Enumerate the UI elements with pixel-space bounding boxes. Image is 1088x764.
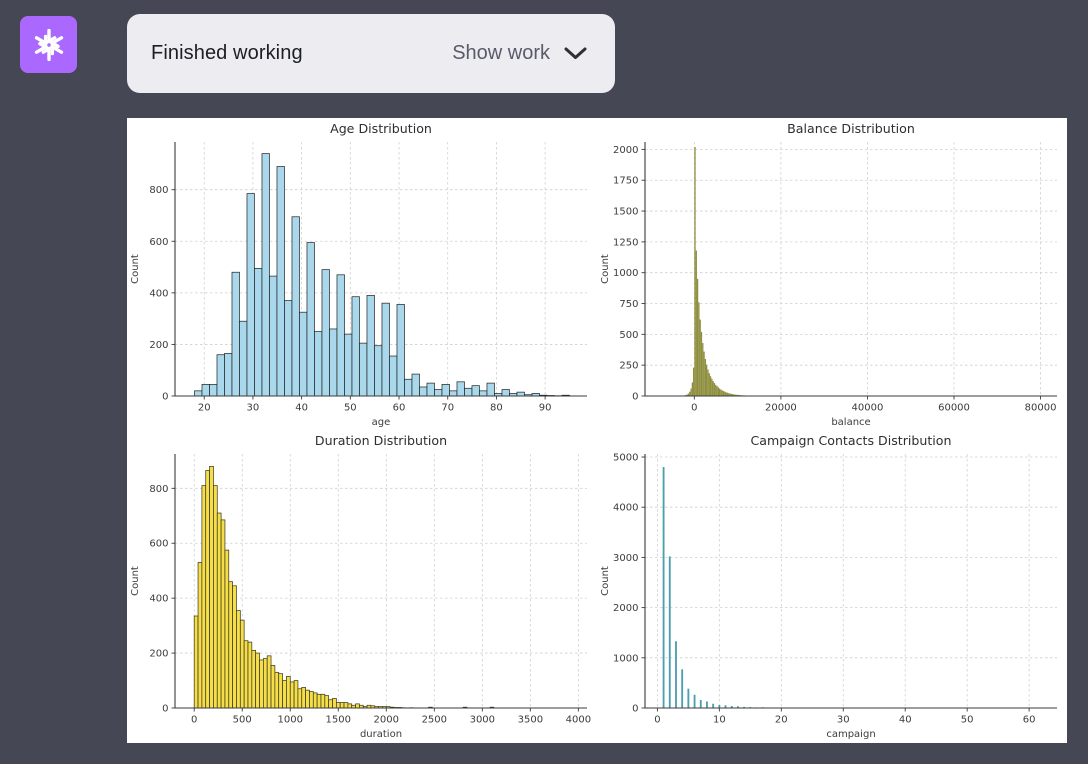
svg-text:20: 20 <box>198 403 211 414</box>
svg-text:40000: 40000 <box>852 403 884 414</box>
balance-distribution-chart: 0 20000 40000 60000 80000 0 250 500 750 1000 1250 1… <box>597 118 1067 430</box>
svg-text:Age Distribution: Age Distribution <box>330 121 432 136</box>
svg-text:10: 10 <box>713 715 726 726</box>
svg-text:60: 60 <box>1023 715 1036 726</box>
svg-text:40: 40 <box>295 403 308 414</box>
svg-text:3000: 3000 <box>613 553 638 564</box>
svg-text:0: 0 <box>691 403 697 414</box>
svg-text:70: 70 <box>441 403 454 414</box>
svg-text:1500: 1500 <box>613 207 638 218</box>
svg-text:Duration Distribution: Duration Distribution <box>315 433 447 448</box>
svg-text:60: 60 <box>393 403 406 414</box>
svg-text:Balance Distribution: Balance Distribution <box>787 121 915 136</box>
svg-text:800: 800 <box>149 484 168 495</box>
svg-text:duration: duration <box>360 729 402 740</box>
svg-text:age: age <box>372 417 391 428</box>
campaign-contacts-distribution-chart: 0 10 20 30 40 50 60 0 1000 2000 3000 4000 5000 Campai… <box>597 430 1067 742</box>
svg-text:800: 800 <box>149 185 168 196</box>
svg-text:80000: 80000 <box>1025 403 1057 414</box>
svg-text:400: 400 <box>149 288 168 299</box>
svg-text:0: 0 <box>162 392 168 403</box>
svg-text:5000: 5000 <box>613 453 638 464</box>
svg-text:0: 0 <box>162 704 168 715</box>
svg-text:30: 30 <box>837 715 850 726</box>
svg-text:250: 250 <box>619 361 638 372</box>
svg-text:Count: Count <box>600 254 611 284</box>
svg-text:500: 500 <box>619 330 638 341</box>
svg-text:1250: 1250 <box>613 237 638 248</box>
svg-text:1500: 1500 <box>326 715 351 726</box>
svg-text:40: 40 <box>899 715 912 726</box>
charts-panel: 20 30 40 50 60 70 80 90 0 200 400 600 800 Age Distrib… <box>127 118 1067 743</box>
svg-text:400: 400 <box>149 594 168 605</box>
svg-text:50: 50 <box>344 403 357 414</box>
duration-distribution-chart: 0 500 1000 1500 2000 2500 3000 3500 4000 0 200 400 6… <box>127 430 597 742</box>
svg-text:2000: 2000 <box>374 715 399 726</box>
svg-text:50: 50 <box>961 715 974 726</box>
svg-text:3000: 3000 <box>470 715 495 726</box>
svg-text:600: 600 <box>149 539 168 550</box>
svg-text:balance: balance <box>831 417 870 428</box>
svg-text:Count: Count <box>130 254 141 284</box>
svg-text:200: 200 <box>149 649 168 660</box>
svg-text:4000: 4000 <box>613 503 638 514</box>
svg-text:60000: 60000 <box>938 403 970 414</box>
svg-text:4000: 4000 <box>566 715 591 726</box>
status-text: Finished working <box>151 42 303 64</box>
svg-text:600: 600 <box>149 237 168 248</box>
svg-text:30: 30 <box>247 403 260 414</box>
svg-text:1000: 1000 <box>613 653 638 664</box>
assistant-avatar <box>20 16 77 73</box>
svg-text:0: 0 <box>191 715 197 726</box>
show-work-label: Show work <box>452 42 550 64</box>
svg-text:20000: 20000 <box>765 403 797 414</box>
svg-text:80: 80 <box>490 403 503 414</box>
svg-text:0: 0 <box>654 715 660 726</box>
svg-text:2500: 2500 <box>422 715 447 726</box>
svg-text:1000: 1000 <box>613 268 638 279</box>
svg-text:Count: Count <box>130 566 141 596</box>
svg-text:1000: 1000 <box>278 715 303 726</box>
svg-text:200: 200 <box>149 340 168 351</box>
svg-text:3500: 3500 <box>518 715 543 726</box>
svg-text:2000: 2000 <box>613 603 638 614</box>
svg-text:500: 500 <box>233 715 252 726</box>
age-distribution-chart: 20 30 40 50 60 70 80 90 0 200 400 600 800 Age Distrib… <box>127 118 597 430</box>
svg-text:campaign: campaign <box>826 729 875 740</box>
svg-text:90: 90 <box>539 403 552 414</box>
svg-text:2000: 2000 <box>613 145 638 156</box>
svg-text:20: 20 <box>775 715 788 726</box>
svg-text:750: 750 <box>619 299 638 310</box>
svg-text:Campaign Contacts Distribution: Campaign Contacts Distribution <box>750 433 951 448</box>
svg-text:0: 0 <box>632 704 638 715</box>
openai-logo-icon <box>34 28 63 61</box>
svg-text:0: 0 <box>632 392 638 403</box>
code-interpreter-status-card: Finished working Show work <box>127 14 615 93</box>
svg-text:Count: Count <box>600 566 611 596</box>
svg-text:1750: 1750 <box>613 176 638 187</box>
show-work-button[interactable]: Show work <box>452 42 587 65</box>
chevron-down-icon <box>564 47 587 59</box>
